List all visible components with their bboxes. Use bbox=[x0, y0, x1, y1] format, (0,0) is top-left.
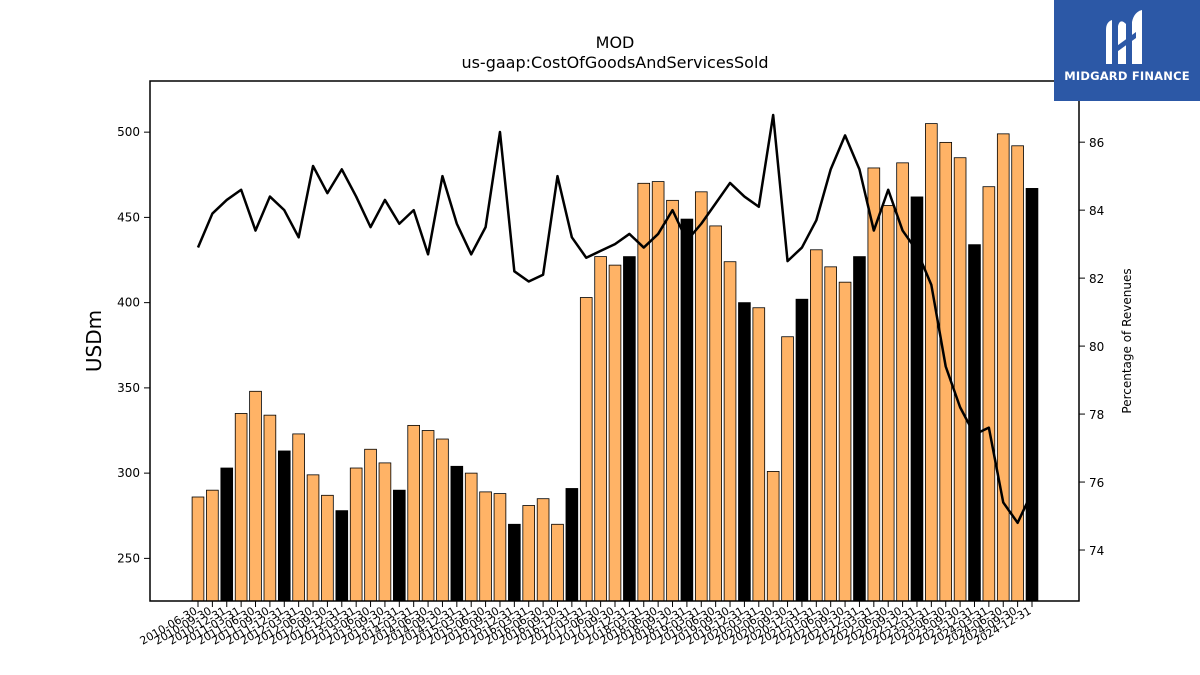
bar-2018-09-30 bbox=[666, 199, 679, 602]
y-tick-label-left: 450 bbox=[117, 210, 140, 224]
y-tick-label-left: 300 bbox=[117, 466, 140, 480]
bar-2019-09-30 bbox=[723, 261, 737, 602]
midgard-m-icon bbox=[1106, 10, 1142, 64]
bar-2018-12-31 bbox=[680, 218, 694, 602]
bar-2020-06-30 bbox=[766, 471, 780, 602]
bar-2023-06-30 bbox=[939, 141, 953, 602]
pct-revenue-line bbox=[196, 113, 1034, 525]
bar-2013-09-30 bbox=[378, 462, 392, 602]
bar-2015-06-30 bbox=[479, 491, 492, 602]
bar-2024-09-30 bbox=[1011, 145, 1024, 602]
bar-2012-09-30 bbox=[321, 494, 334, 602]
bar-2011-03-31 bbox=[234, 413, 248, 602]
bar-2020-12-31 bbox=[795, 298, 809, 602]
y-tick-label-left: 350 bbox=[117, 381, 140, 395]
bar-2017-03-31 bbox=[579, 297, 593, 602]
y-tick-label-left: 250 bbox=[117, 551, 140, 565]
bar-2016-12-31 bbox=[565, 488, 579, 602]
bar-2017-09-30 bbox=[608, 264, 622, 602]
y-tick-label-right: 86 bbox=[1089, 136, 1104, 150]
y-tick-label-right: 78 bbox=[1089, 408, 1104, 422]
bar-2016-09-30 bbox=[551, 523, 564, 602]
bar-2021-06-30 bbox=[824, 266, 837, 602]
bar-2024-03-31 bbox=[982, 186, 996, 602]
bar-2017-06-30 bbox=[594, 256, 607, 602]
y-tick-label-right: 76 bbox=[1089, 476, 1104, 490]
y-axis-label-left: USDm bbox=[82, 310, 106, 372]
bar-2014-12-31 bbox=[450, 465, 464, 602]
bar-2011-06-30 bbox=[249, 390, 262, 602]
y-tick-label-right: 84 bbox=[1089, 204, 1104, 218]
brand-name: MIDGARD FINANCE bbox=[1064, 69, 1190, 83]
bar-2010-09-30 bbox=[206, 489, 219, 602]
bar-2021-09-30 bbox=[838, 281, 852, 602]
bar-2015-12-31 bbox=[508, 523, 521, 602]
y-tick-label-right: 82 bbox=[1089, 272, 1104, 286]
bar-2021-03-31 bbox=[810, 249, 823, 602]
bar-2020-03-31 bbox=[752, 307, 766, 602]
bar-2024-06-30 bbox=[996, 133, 1010, 602]
y-tick-label-right: 80 bbox=[1089, 340, 1104, 354]
bar-2016-06-30 bbox=[536, 498, 550, 602]
bar-2019-03-31 bbox=[694, 191, 708, 602]
bar-2023-03-31 bbox=[925, 123, 938, 602]
bar-2020-09-30 bbox=[781, 336, 794, 602]
bar-2014-09-30 bbox=[436, 438, 449, 602]
chart-title: MOD bbox=[596, 33, 635, 52]
bar-2015-09-30 bbox=[493, 493, 507, 602]
bar-2023-12-31 bbox=[968, 244, 981, 602]
chart-subtitle: us-gaap:CostOfGoodsAndServicesSold bbox=[461, 53, 768, 72]
bar-2015-03-31 bbox=[464, 472, 478, 602]
bar-2014-03-31 bbox=[407, 424, 420, 602]
y-tick-label-left: 500 bbox=[117, 125, 140, 139]
bar-2010-12-31 bbox=[220, 467, 234, 602]
bar-2012-03-31 bbox=[292, 433, 305, 602]
bar-2022-06-30 bbox=[881, 205, 895, 602]
bar-2017-12-31 bbox=[623, 256, 636, 602]
brand-logo: MIDGARD FINANCE bbox=[1054, 0, 1200, 101]
bar-2019-12-31 bbox=[738, 302, 751, 602]
y-tick-label-left: 400 bbox=[117, 296, 140, 310]
y-tick-label-right: 74 bbox=[1089, 544, 1104, 558]
bar-2011-12-31 bbox=[277, 450, 291, 602]
bar-2021-12-31 bbox=[853, 256, 866, 602]
bar-2010-06-30 bbox=[191, 496, 205, 602]
bar-2014-06-30 bbox=[421, 430, 435, 602]
bar-2024-12-31 bbox=[1025, 188, 1039, 602]
bar-2011-09-30 bbox=[263, 414, 277, 602]
bar-2019-06-30 bbox=[709, 225, 722, 602]
y-axis-label-right: Percentage of Revenues bbox=[1120, 268, 1134, 413]
bar-2013-12-31 bbox=[393, 489, 406, 602]
bar-2012-06-30 bbox=[306, 474, 320, 602]
bar-2016-03-31 bbox=[522, 505, 536, 602]
bar-2013-03-31 bbox=[349, 467, 363, 602]
bar-2013-06-30 bbox=[364, 448, 377, 602]
bar-2022-03-31 bbox=[867, 167, 881, 602]
bar-2018-06-30 bbox=[651, 181, 665, 602]
bar-2012-12-31 bbox=[335, 510, 349, 602]
bar-2023-09-30 bbox=[953, 157, 967, 602]
